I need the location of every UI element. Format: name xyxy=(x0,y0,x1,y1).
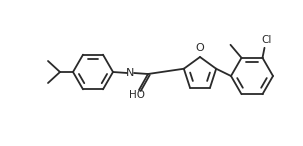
Text: Cl: Cl xyxy=(261,35,272,45)
Text: HO: HO xyxy=(129,90,145,100)
Text: O: O xyxy=(196,43,205,53)
Text: N: N xyxy=(126,68,134,78)
